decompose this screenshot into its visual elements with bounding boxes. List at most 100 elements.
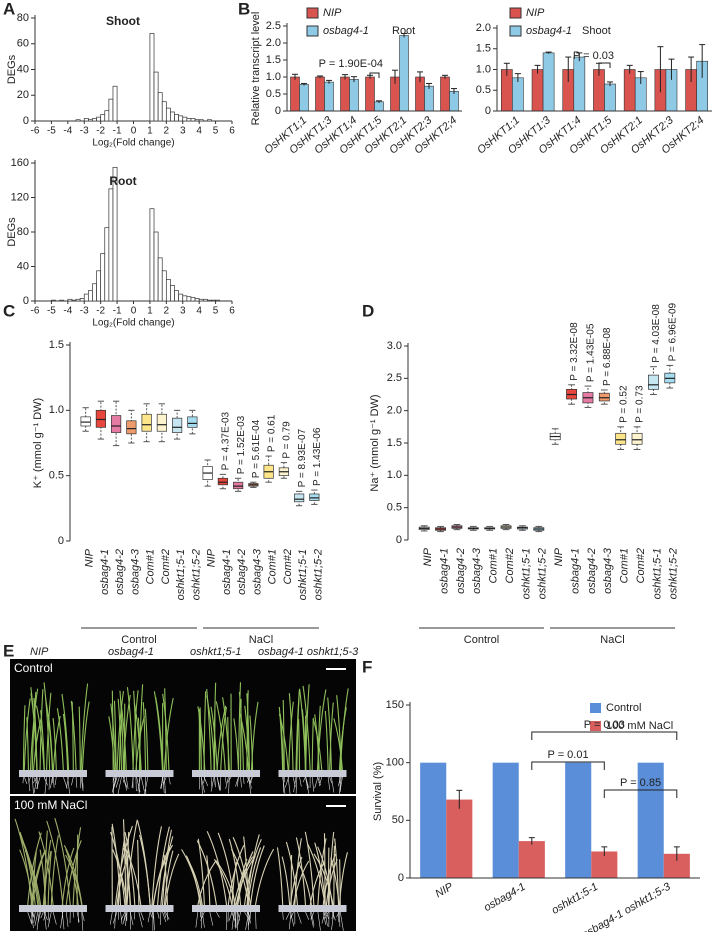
root [40, 911, 44, 919]
y-axis-label: DEGs [6, 54, 18, 84]
root [31, 776, 34, 795]
root [122, 911, 127, 924]
histogram-bar [153, 231, 159, 302]
x-tick-label: 6 [229, 306, 235, 317]
x-tick-label: 1 [147, 306, 153, 317]
histogram-bar [51, 299, 56, 302]
bar [565, 762, 592, 878]
leaf [220, 706, 228, 771]
box [141, 413, 152, 432]
tray [19, 770, 87, 777]
root [317, 776, 321, 786]
x-tick-label: 2 [164, 126, 170, 137]
group-label: Control [464, 634, 499, 646]
leaf [151, 826, 163, 906]
root [81, 911, 85, 921]
panel-label: F [362, 657, 372, 676]
root [195, 911, 199, 928]
x-tick-label: oshkt1;5-1 [297, 549, 309, 600]
p-value: P = 5.61E-04 [251, 419, 262, 478]
chart-subtitle: Root [392, 25, 415, 37]
histogram-bar [157, 92, 163, 122]
root [228, 911, 233, 921]
root [149, 911, 153, 918]
box [615, 432, 627, 445]
p-value: P = 1.43E-05 [586, 323, 597, 382]
root [310, 911, 315, 920]
leaf [227, 845, 245, 906]
histogram-bar [149, 33, 155, 122]
y-tick-label: 40 [17, 63, 29, 75]
y-tick-label: 1.0 [266, 71, 281, 83]
histogram-bar [79, 298, 85, 302]
x-tick-label: 3 [180, 306, 186, 317]
x-tick-label: 6 [229, 126, 235, 137]
leaf [233, 856, 254, 906]
histogram-bar [182, 116, 188, 122]
leaf [126, 832, 130, 906]
tray [192, 770, 260, 777]
histogram-bar [165, 279, 171, 302]
y-axis-label: Survival (%) [372, 762, 384, 821]
leaf [276, 847, 284, 906]
leaf [33, 716, 43, 771]
root [246, 776, 251, 783]
p-value: P = 1.52E-03 [236, 415, 247, 474]
y-tick-label: 160 [11, 157, 29, 169]
root [44, 776, 47, 796]
leaf [329, 702, 334, 771]
root [31, 911, 35, 919]
x-tick-label: 5 [213, 306, 219, 317]
y-axis-label: K⁺ (mmol g⁻¹ DW) [32, 398, 44, 488]
leaf [164, 688, 167, 771]
leaf [206, 689, 212, 771]
p-value: P = 1.43E-06 [312, 427, 323, 486]
leaf [54, 818, 71, 906]
bar [531, 69, 544, 112]
root [28, 776, 31, 783]
leaf [48, 716, 54, 771]
root [112, 911, 118, 924]
root [292, 776, 296, 787]
bar [512, 77, 524, 112]
y-tick-label: 150 [386, 699, 404, 711]
root [237, 911, 241, 926]
p-value: P = 4.37E-03 [221, 411, 232, 470]
x-tick-label: osbag4-2 [455, 548, 467, 594]
root [246, 776, 250, 783]
root [137, 776, 141, 792]
leaf [324, 710, 329, 771]
leaf [213, 682, 217, 771]
root [168, 776, 171, 785]
leaf [296, 691, 300, 771]
leaf [298, 718, 301, 771]
legend-label: osbag4-1 [526, 25, 572, 37]
root [109, 911, 113, 925]
leaf [46, 692, 52, 771]
leaf [163, 854, 168, 906]
root [36, 911, 40, 931]
leaf [188, 861, 203, 906]
leaf [246, 693, 250, 771]
legend-swatch [509, 7, 522, 19]
root [23, 776, 28, 785]
group-label: NaCl [249, 634, 273, 646]
root [114, 911, 116, 929]
histogram-bar [178, 115, 184, 122]
root [203, 776, 206, 784]
leaf [24, 850, 42, 906]
leaf [50, 835, 59, 906]
x-axis-label: Log₂(Fold change) [92, 318, 174, 329]
histogram-bar [174, 290, 179, 302]
bar [290, 76, 300, 112]
leaf [163, 698, 174, 771]
root [326, 911, 329, 919]
root [329, 776, 333, 784]
leaf [81, 701, 90, 771]
root [285, 911, 290, 920]
root [236, 776, 239, 787]
root [288, 911, 292, 930]
x-tick-label: Com#2 [160, 549, 172, 584]
histogram-bar [112, 85, 118, 122]
histogram-bar [96, 116, 102, 122]
